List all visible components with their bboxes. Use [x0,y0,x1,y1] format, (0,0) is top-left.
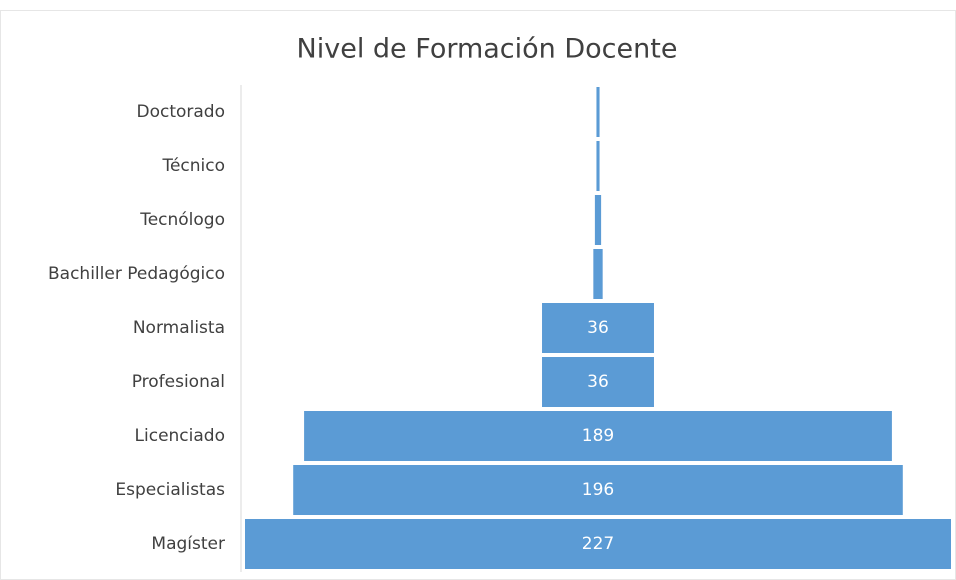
category-label: Profesional [132,372,225,392]
funnel-bar [596,87,600,137]
value-label: 36 [587,318,609,338]
category-label: Normalista [133,318,225,338]
funnel-bar [245,519,951,569]
category-label: Tecnólogo [139,210,225,230]
value-label: 36 [587,372,609,392]
funnel-bar [304,411,892,461]
value-label: 189 [582,426,614,446]
category-label: Licenciado [135,426,225,446]
funnel-bar [542,357,654,407]
value-label: 196 [582,480,614,500]
funnel-bar [293,465,903,515]
category-label: Técnico [161,156,225,176]
category-label: Doctorado [136,102,225,122]
funnel-bar [593,249,603,299]
value-label: 227 [582,534,614,554]
category-label: Bachiller Pedagógico [48,264,225,284]
chart-title: Nivel de Formación Docente [297,34,678,65]
category-label: Magíster [151,534,225,554]
funnel-bar [596,141,600,191]
funnel-bar [542,303,654,353]
funnel-bar [594,195,602,245]
category-label: Especialistas [115,480,225,500]
